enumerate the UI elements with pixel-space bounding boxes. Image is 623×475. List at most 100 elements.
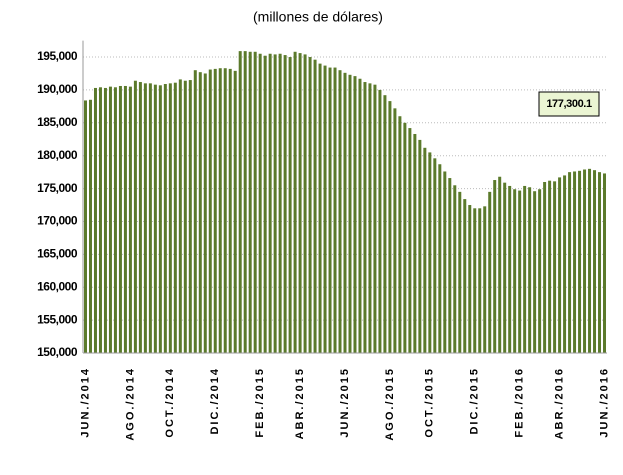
value-label: 177,300.1 xyxy=(546,98,592,110)
bar xyxy=(138,82,142,353)
x-tick-label: OCT./2015 xyxy=(424,367,436,438)
bar xyxy=(548,180,552,353)
x-tick-label: FEB./2015 xyxy=(254,367,266,438)
bar xyxy=(213,68,217,353)
y-tick-label: 155,000 xyxy=(37,312,78,326)
bar xyxy=(198,72,202,354)
chart-subtitle: (millones de dólares) xyxy=(253,9,383,25)
x-tick-label: JUN./2016 xyxy=(598,367,610,438)
bar xyxy=(438,164,442,353)
bar xyxy=(98,87,102,353)
bar xyxy=(508,185,512,353)
y-tick-label: 160,000 xyxy=(37,279,78,293)
bar xyxy=(498,176,502,353)
y-tick-label: 165,000 xyxy=(37,247,78,261)
bar xyxy=(273,54,277,353)
bar xyxy=(298,53,302,353)
bar xyxy=(103,87,107,354)
bar xyxy=(168,83,172,353)
bar xyxy=(573,171,577,353)
bar xyxy=(353,76,357,354)
bar xyxy=(163,84,167,354)
bar xyxy=(228,68,232,353)
bar xyxy=(158,85,162,354)
bar xyxy=(453,185,457,353)
bar xyxy=(543,182,547,353)
bar xyxy=(423,147,427,353)
bar xyxy=(528,187,532,353)
bar xyxy=(388,101,392,353)
bar xyxy=(188,80,192,354)
bar xyxy=(178,79,182,353)
bar xyxy=(238,51,242,353)
bar xyxy=(113,87,117,353)
bar xyxy=(123,85,127,353)
bar xyxy=(248,51,252,353)
bar xyxy=(518,190,522,353)
bar xyxy=(593,170,597,353)
bar xyxy=(363,82,367,353)
bar xyxy=(338,70,342,353)
bar xyxy=(93,87,97,354)
bar xyxy=(288,57,292,353)
bar xyxy=(183,80,187,353)
bar xyxy=(83,100,87,353)
bar xyxy=(513,189,517,353)
bar xyxy=(153,84,157,353)
bar xyxy=(523,185,527,353)
bar xyxy=(393,108,397,353)
bar xyxy=(368,83,372,353)
bar xyxy=(143,83,147,353)
bar xyxy=(258,53,262,353)
bar xyxy=(493,180,497,353)
value-label-box xyxy=(538,91,600,117)
x-tick-label: DIC./2015 xyxy=(469,367,481,435)
bar xyxy=(583,169,587,353)
bar xyxy=(108,86,112,354)
bar xyxy=(463,199,467,353)
bar xyxy=(443,171,447,353)
bar xyxy=(383,95,387,353)
bar xyxy=(568,172,572,353)
bar xyxy=(588,168,592,353)
bar xyxy=(318,63,322,353)
bar xyxy=(458,191,462,353)
bar xyxy=(413,133,417,353)
bar xyxy=(488,191,492,353)
bar xyxy=(603,173,607,353)
bar xyxy=(218,68,222,353)
bar xyxy=(343,72,347,353)
bar xyxy=(533,191,537,353)
bar xyxy=(323,65,327,353)
x-tick-label: JUN./2014 xyxy=(79,367,91,438)
bar xyxy=(268,53,272,353)
bar xyxy=(433,158,437,353)
bar xyxy=(233,70,237,354)
bar xyxy=(308,57,312,353)
bar xyxy=(578,170,582,353)
bar xyxy=(128,86,132,354)
y-tick-label: 175,000 xyxy=(37,181,78,195)
x-tick-label: AGO./2015 xyxy=(384,367,396,441)
bar xyxy=(313,59,317,353)
bar xyxy=(263,55,267,353)
bar xyxy=(468,205,472,353)
bar xyxy=(373,84,377,353)
bar xyxy=(358,78,362,354)
bar xyxy=(118,85,122,353)
bar xyxy=(553,181,557,353)
x-tick-label: ABR./2015 xyxy=(294,367,306,439)
bar xyxy=(478,208,482,353)
bar xyxy=(448,178,452,353)
y-tick-label: 180,000 xyxy=(37,148,78,162)
bar xyxy=(598,172,602,353)
bar xyxy=(333,67,337,353)
bar xyxy=(293,51,297,353)
bar xyxy=(558,177,562,353)
y-tick-label: 170,000 xyxy=(37,214,78,228)
bar xyxy=(283,55,287,353)
bar xyxy=(418,139,422,353)
bar xyxy=(403,122,407,354)
